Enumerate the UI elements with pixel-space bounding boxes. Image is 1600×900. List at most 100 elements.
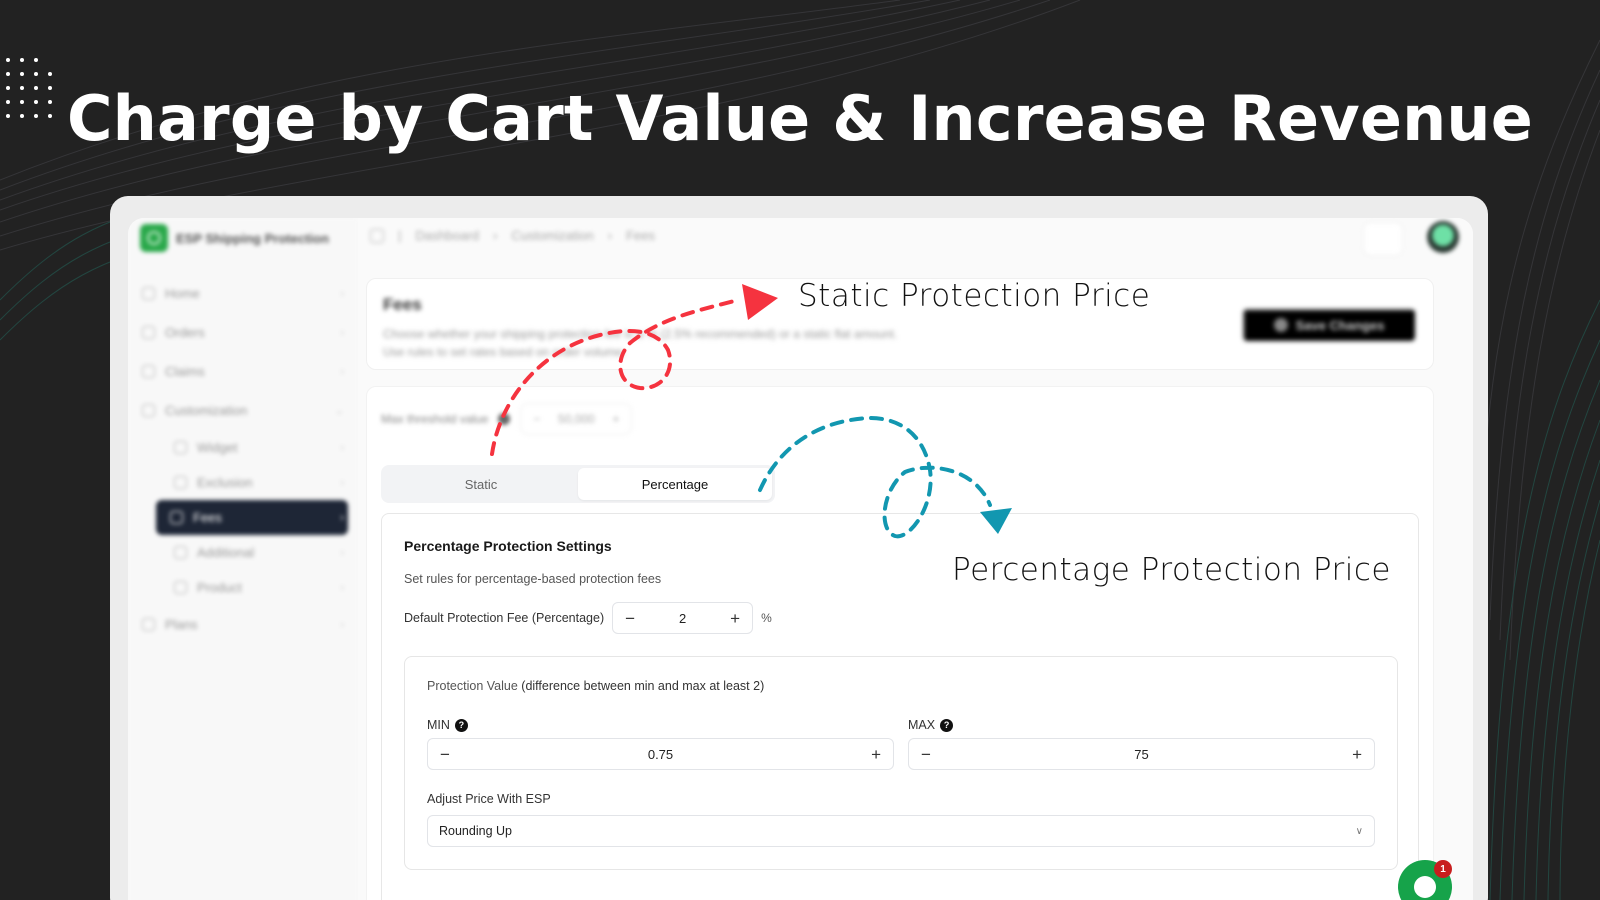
sidebar-item-product[interactable]: Product ›: [170, 570, 348, 605]
save-changes-button[interactable]: Save Changes: [1243, 309, 1415, 341]
static-price-annotation: Static Protection Price: [798, 278, 1151, 314]
chevron-right-icon: ›: [340, 326, 344, 339]
help-icon[interactable]: [498, 413, 511, 425]
protection-value-prefix: Protection Value: [427, 679, 518, 693]
decrement-button[interactable]: −: [921, 744, 931, 764]
tab-percentage[interactable]: Percentage: [578, 468, 772, 500]
sidebar-item-home[interactable]: Home ›: [138, 274, 348, 313]
app-window: ESP Shipping Protection Home › Orders › …: [128, 218, 1473, 900]
sidebar-item-label: Claims: [165, 364, 205, 379]
product-icon: [174, 581, 187, 594]
plans-icon: [142, 618, 155, 631]
section-subtitle: Set rules for percentage-based protectio…: [404, 572, 662, 586]
breadcrumb-separator: ›: [607, 228, 613, 243]
sidebar-item-claims[interactable]: Claims ›: [138, 352, 348, 391]
chevron-right-icon: ›: [340, 546, 344, 559]
sidebar: ESP Shipping Protection Home › Orders › …: [128, 218, 358, 900]
max-stepper[interactable]: − 75 +: [908, 738, 1375, 770]
chevron-right-icon: ›: [340, 365, 344, 378]
additional-icon: [174, 546, 187, 559]
decorative-dots: [6, 58, 62, 118]
avatar[interactable]: [1427, 221, 1459, 253]
default-fee-row: Default Protection Fee (Percentage) − 2 …: [404, 602, 772, 634]
brand[interactable]: ESP Shipping Protection: [140, 224, 329, 252]
sidebar-item-label: Plans: [165, 617, 198, 632]
chat-notification-badge: 1: [1434, 860, 1452, 878]
min-label-text: MIN: [427, 718, 450, 732]
percentage-settings-panel: Percentage Protection Settings Set rules…: [381, 513, 1419, 900]
sidebar-item-plans[interactable]: Plans ›: [138, 605, 348, 644]
sidebar-item-label: Product: [197, 580, 242, 595]
sidebar-item-additional[interactable]: Additional ›: [170, 535, 348, 570]
sidebar-item-fees[interactable]: Fees ›: [156, 500, 348, 535]
page-title: Fees: [383, 295, 422, 314]
increment-button[interactable]: +: [612, 412, 620, 426]
help-icon[interactable]: ?: [454, 718, 468, 732]
sidebar-item-orders[interactable]: Orders ›: [138, 313, 348, 352]
breadcrumb-customization[interactable]: Customization: [511, 228, 594, 243]
sidebar-item-label: Exclusion: [197, 475, 253, 490]
default-fee-stepper[interactable]: − 2 +: [612, 602, 754, 634]
save-changes-label: Save Changes: [1295, 317, 1385, 333]
threshold-row: Max threshold value − 50,000 +: [381, 403, 633, 435]
sidebar-item-customization[interactable]: Customization ⌄: [138, 391, 348, 430]
fees-icon: [170, 511, 183, 524]
save-icon: [1273, 318, 1288, 332]
sidebar-nav: Home › Orders › Claims › Customization ⌄: [138, 274, 348, 644]
protection-value-label: Protection Value (difference between min…: [427, 679, 764, 693]
default-fee-input[interactable]: 2: [678, 610, 687, 626]
increment-button[interactable]: +: [1352, 744, 1362, 764]
default-fee-label: Default Protection Fee (Percentage): [404, 611, 605, 625]
sidebar-subnav: Widget › Exclusion › Fees › Additional ›: [138, 430, 348, 605]
threshold-value[interactable]: 50,000: [558, 412, 595, 426]
headline: Charge by Cart Value & Increase Revenue: [66, 82, 1534, 155]
decrement-button[interactable]: −: [533, 412, 541, 426]
claims-icon: [142, 365, 155, 378]
adjust-price-label: Adjust Price With ESP: [427, 792, 551, 806]
theme-toggle-button[interactable]: [1363, 222, 1403, 256]
protection-value-hint: (difference between min and max at least…: [521, 679, 765, 693]
threshold-stepper[interactable]: − 50,000 +: [520, 403, 633, 435]
breadcrumb-separator: ›: [493, 228, 498, 243]
tab-static[interactable]: Static: [464, 476, 498, 492]
decrement-button[interactable]: −: [440, 744, 450, 764]
sidebar-item-label: Orders: [165, 325, 205, 340]
max-value-input[interactable]: 75: [1134, 746, 1149, 762]
fee-type-tabs: Static Percentage: [381, 465, 775, 503]
breadcrumb-separator: |: [398, 228, 402, 243]
page-description: Choose whether your shipping protection …: [383, 325, 1003, 361]
widget-icon: [174, 441, 187, 454]
topbar: | Dashboard › Customization › Fees: [358, 218, 1473, 264]
adjust-price-select[interactable]: Rounding Up ∨: [427, 815, 1375, 847]
exclusion-icon: [174, 476, 187, 489]
sidebar-item-label: Customization: [165, 403, 248, 418]
chevron-right-icon: ›: [340, 581, 344, 594]
min-label: MIN ?: [427, 718, 468, 732]
breadcrumb: | Dashboard › Customization › Fees: [370, 228, 655, 243]
brand-name: ESP Shipping Protection: [176, 230, 329, 246]
sidebar-item-widget[interactable]: Widget ›: [170, 430, 348, 465]
description-line: Choose whether your shipping protection …: [383, 327, 898, 341]
threshold-label: Max threshold value: [381, 412, 489, 426]
section-title: Percentage Protection Settings: [404, 538, 612, 554]
chevron-down-icon: ∨: [1355, 825, 1363, 837]
chevron-right-icon: ›: [340, 287, 344, 300]
sidebar-item-label: Home: [165, 286, 200, 301]
sidebar-toggle-icon[interactable]: [370, 228, 384, 243]
increment-button[interactable]: +: [730, 608, 741, 628]
min-value-input[interactable]: 0.75: [647, 746, 674, 762]
sidebar-item-exclusion[interactable]: Exclusion ›: [170, 465, 348, 500]
decrement-button[interactable]: −: [625, 608, 636, 628]
percentage-price-annotation: Percentage Protection Price: [952, 552, 1391, 588]
increment-button[interactable]: +: [871, 744, 881, 764]
sidebar-item-label: Additional: [197, 545, 255, 560]
chevron-right-icon: ›: [340, 511, 344, 524]
breadcrumb-dashboard[interactable]: Dashboard: [415, 228, 479, 243]
sidebar-item-label: Widget: [197, 440, 238, 455]
orders-icon: [142, 326, 155, 339]
customization-icon: [142, 404, 155, 417]
help-icon[interactable]: ?: [940, 718, 954, 732]
brand-logo-icon: [140, 224, 168, 252]
description-line: Use rules to set rates based on order vo…: [383, 345, 626, 359]
min-stepper[interactable]: − 0.75 +: [427, 738, 894, 770]
